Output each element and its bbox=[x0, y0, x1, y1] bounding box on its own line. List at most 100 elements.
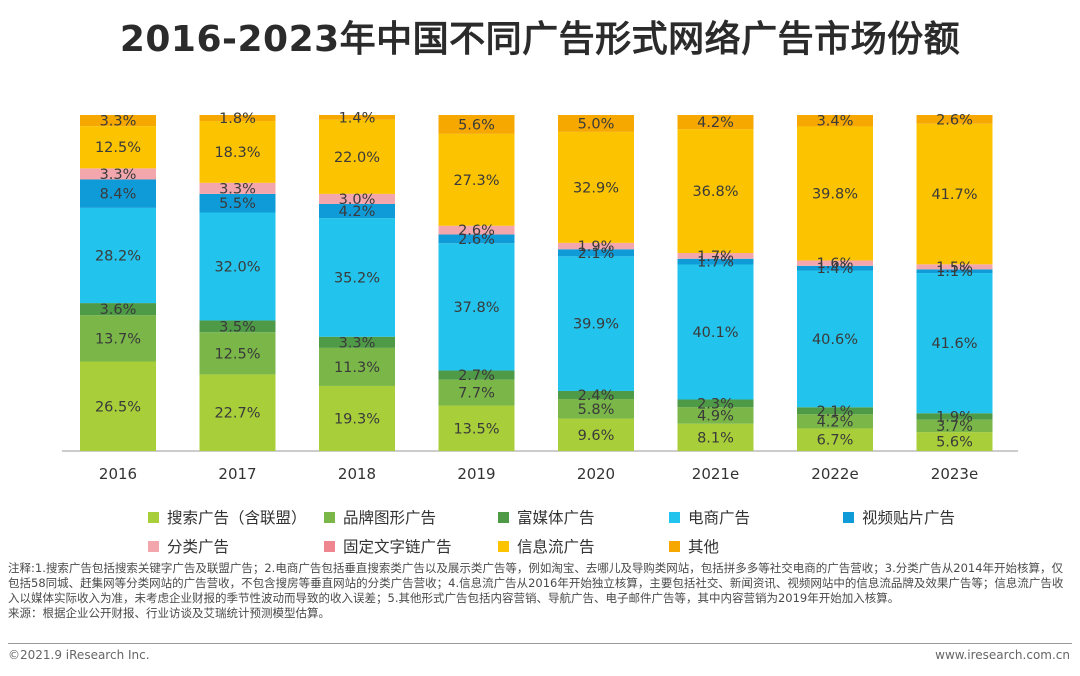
data-label-2018-s7: 22.0% bbox=[334, 150, 380, 166]
data-label-2017-s8: 1.8% bbox=[219, 111, 256, 127]
data-label-2021e-s8: 4.2% bbox=[697, 115, 734, 131]
data-label-2019-s3: 37.8% bbox=[453, 300, 499, 316]
bar-segment-2021e-s2 bbox=[677, 399, 754, 408]
data-label-2021e-s5: 1.7% bbox=[697, 249, 734, 265]
data-label-2018-s5: 3.0% bbox=[339, 192, 376, 208]
bar-segment-2018-s4 bbox=[319, 203, 395, 219]
data-label-2020-s5: 1.9% bbox=[578, 239, 615, 255]
data-label-2023e-s4: 1.1% bbox=[936, 264, 973, 280]
category-label-2022e: 2022e bbox=[811, 465, 858, 483]
data-label-2020-s3: 39.9% bbox=[573, 317, 619, 333]
bar-segment-2022e-s3 bbox=[797, 270, 873, 408]
notes: 注释:1.搜索广告包括搜索关键字广告及联盟广告；2.电商广告包括垂直搜索类广告以… bbox=[8, 561, 1070, 621]
bar-segment-2019-s0 bbox=[438, 405, 515, 451]
data-label-2018-s4: 4.2% bbox=[339, 204, 376, 220]
notes-text: 注释:1.搜索广告包括搜索关键字广告及联盟广告；2.电商广告包括垂直搜索类广告以… bbox=[8, 561, 1064, 605]
data-label-2023e-s2: 1.9% bbox=[936, 409, 973, 425]
bar-segment-2021e-s8 bbox=[677, 115, 754, 130]
bar-segment-2016-s3 bbox=[80, 207, 156, 304]
bar-segment-2023e-s4 bbox=[916, 269, 993, 274]
bar-segment-2021e-s1 bbox=[677, 407, 754, 424]
bar-segment-2020-s8 bbox=[558, 115, 634, 132]
category-label-2019: 2019 bbox=[457, 465, 495, 483]
category-label-2018: 2018 bbox=[338, 465, 376, 483]
category-label-2020: 2020 bbox=[577, 465, 615, 483]
bar-segment-2018-s1 bbox=[319, 347, 395, 386]
data-label-2017-s2: 3.5% bbox=[219, 319, 256, 335]
bar-segment-2017-s0 bbox=[199, 374, 276, 451]
data-label-2016-s1: 13.7% bbox=[95, 331, 141, 347]
data-label-2016-s8: 3.3% bbox=[100, 114, 137, 130]
bar-segment-2016-s2 bbox=[80, 303, 156, 316]
bar-segment-2018-s7 bbox=[319, 119, 395, 194]
source-text: 来源：根据企业公开财报、行业访谈及艾瑞统计预测模型估算。 bbox=[8, 606, 330, 620]
data-label-2020-s2: 2.4% bbox=[578, 388, 615, 404]
data-label-2019-s7: 27.3% bbox=[453, 173, 499, 189]
bar-segment-2018-s8 bbox=[319, 115, 395, 120]
bar-segment-2017-s8 bbox=[199, 115, 276, 122]
bar-segment-2019-s8 bbox=[438, 115, 515, 134]
data-label-2018-s3: 35.2% bbox=[334, 270, 380, 286]
category-label-2017: 2017 bbox=[218, 465, 256, 483]
data-label-2017-s0: 22.7% bbox=[214, 406, 260, 422]
data-label-2021e-s0: 8.1% bbox=[697, 430, 734, 446]
data-label-2023e-s5: 1.5% bbox=[936, 260, 973, 276]
bar-segment-2019-s7 bbox=[438, 133, 515, 226]
data-label-2021e-s4: 1.7% bbox=[697, 255, 734, 271]
data-label-2023e-s8: 2.6% bbox=[936, 112, 973, 128]
data-labels-group: 26.5% 13.7% 3.6% 28.2% 8.4% 3.3% 12.5% 3.3% 22.7… bbox=[95, 110, 978, 450]
bar-segment-2018-s2 bbox=[319, 336, 395, 348]
data-label-2020-s4: 2.1% bbox=[578, 246, 615, 262]
data-label-2019-s4: 2.6% bbox=[458, 232, 495, 248]
data-label-2020-s1: 5.8% bbox=[578, 402, 615, 418]
data-label-2017-s1: 12.5% bbox=[214, 346, 260, 362]
data-label-2018-s1: 11.3% bbox=[334, 360, 380, 376]
bar-segment-2017-s7 bbox=[199, 121, 276, 183]
data-label-2022e-s0: 6.7% bbox=[817, 433, 854, 449]
category-label-2021e: 2021e bbox=[692, 465, 739, 483]
data-label-2017-s7: 18.3% bbox=[214, 145, 260, 161]
category-label-2016: 2016 bbox=[99, 465, 137, 483]
data-label-2016-s7: 12.5% bbox=[95, 140, 141, 156]
data-label-2016-s3: 28.2% bbox=[95, 248, 141, 264]
bar-segment-2020-s3 bbox=[558, 256, 634, 391]
footer-divider bbox=[8, 643, 1072, 644]
bar-segment-2023e-s2 bbox=[916, 413, 993, 420]
bar-segment-2017-s2 bbox=[199, 320, 276, 333]
data-label-2023e-s3: 41.6% bbox=[931, 336, 977, 352]
data-label-2017-s3: 32.0% bbox=[214, 259, 260, 275]
bar-segment-2016-s8 bbox=[80, 115, 156, 127]
bar-segment-2021e-s0 bbox=[677, 423, 754, 451]
data-label-2016-s2: 3.6% bbox=[100, 302, 137, 318]
bar-segment-2022e-s7 bbox=[797, 126, 873, 261]
bar-segment-2016-s1 bbox=[80, 315, 156, 362]
category-label-2023e: 2023e bbox=[931, 465, 978, 483]
data-label-2020-s7: 32.9% bbox=[573, 180, 619, 196]
bar-segment-2022e-s5 bbox=[797, 260, 873, 266]
bar-segment-2021e-s4 bbox=[677, 258, 754, 265]
data-label-2023e-s7: 41.7% bbox=[931, 187, 977, 203]
data-label-2022e-s3: 40.6% bbox=[812, 332, 858, 348]
bar-segment-2020-s4 bbox=[558, 249, 634, 257]
bar-segment-2023e-s0 bbox=[916, 432, 993, 451]
bar-segment-2019-s1 bbox=[438, 379, 515, 406]
bar-segment-2020-s1 bbox=[558, 399, 634, 419]
data-label-2021e-s7: 36.8% bbox=[692, 184, 738, 200]
data-label-2018-s2: 3.3% bbox=[339, 335, 376, 351]
data-label-2016-s0: 26.5% bbox=[95, 399, 141, 415]
bars-group bbox=[80, 115, 993, 451]
data-label-2023e-s0: 5.6% bbox=[936, 435, 973, 451]
data-label-2018-s8: 1.4% bbox=[339, 110, 376, 126]
category-labels-group: 2016 2017 2018 2019 2020 2021e 2022e 2023e bbox=[99, 465, 978, 483]
bar-segment-2017-s3 bbox=[199, 212, 276, 321]
data-label-2022e-s4: 1.4% bbox=[817, 261, 854, 277]
bar-segment-2019-s4 bbox=[438, 234, 515, 244]
bar-segment-2016-s0 bbox=[80, 361, 156, 451]
bar-segment-2021e-s7 bbox=[677, 129, 754, 254]
bar-segment-2016-s5 bbox=[80, 168, 156, 180]
bar-segment-2023e-s5 bbox=[916, 264, 993, 270]
data-label-2022e-s8: 3.4% bbox=[817, 114, 854, 130]
bar-segment-2016-s4 bbox=[80, 179, 156, 208]
data-label-2021e-s1: 4.9% bbox=[697, 408, 734, 424]
bar-segment-2022e-s2 bbox=[797, 407, 873, 415]
